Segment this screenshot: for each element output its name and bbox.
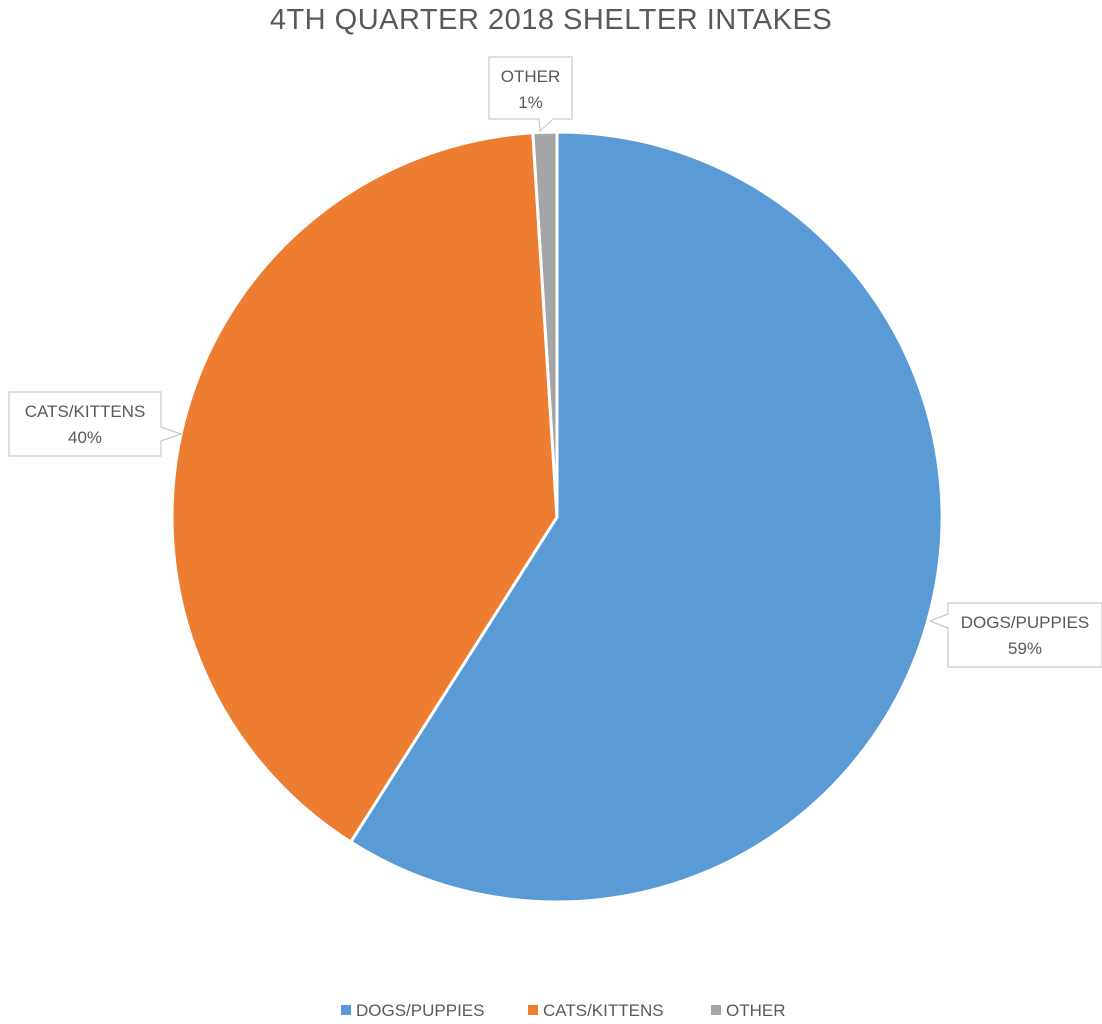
data-label-box: [8, 391, 183, 457]
data-label-value: 40%: [68, 428, 102, 447]
data-labels: DOGS/PUPPIES 59% CATS/KITTENS 40% OTHER 1%: [8, 56, 1102, 668]
data-label-name: OTHER: [501, 67, 561, 86]
legend-swatch: [528, 1005, 538, 1015]
data-label-cats-kittens: CATS/KITTENS 40%: [8, 391, 183, 457]
pie-slice-cats-kittens: [170, 131, 559, 844]
legend-label: DOGS/PUPPIES: [356, 1001, 484, 1020]
legend-label: OTHER: [726, 1001, 786, 1020]
legend-swatch: [711, 1005, 721, 1015]
data-label-box: [488, 56, 573, 133]
pie-slice-other: [531, 130, 559, 519]
legend: DOGS/PUPPIES CATS/KITTENS OTHER: [341, 1001, 786, 1020]
data-label-box: [928, 602, 1102, 668]
legend-item-cats-kittens: CATS/KITTENS: [528, 1001, 664, 1020]
data-label-other: OTHER 1%: [488, 56, 573, 133]
legend-swatch: [341, 1005, 351, 1015]
legend-item-other: OTHER: [711, 1001, 786, 1020]
data-label-name: DOGS/PUPPIES: [961, 613, 1089, 632]
data-label-value: 1%: [518, 93, 543, 112]
pie-slices: [170, 130, 944, 904]
data-label-name: CATS/KITTENS: [25, 402, 146, 421]
pie-slice-dogs-puppies: [349, 130, 944, 904]
data-label-dogs-puppies: DOGS/PUPPIES 59%: [928, 602, 1102, 668]
legend-item-dogs-puppies: DOGS/PUPPIES: [341, 1001, 484, 1020]
data-label-value: 59%: [1008, 639, 1042, 658]
legend-label: CATS/KITTENS: [543, 1001, 664, 1020]
chart-title: 4TH QUARTER 2018 SHELTER INTAKES: [269, 4, 833, 36]
